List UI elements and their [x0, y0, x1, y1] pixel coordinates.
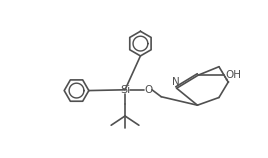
- Text: Si: Si: [120, 85, 130, 95]
- Text: OH: OH: [225, 70, 241, 80]
- Text: O: O: [144, 85, 152, 95]
- Text: N: N: [172, 77, 180, 87]
